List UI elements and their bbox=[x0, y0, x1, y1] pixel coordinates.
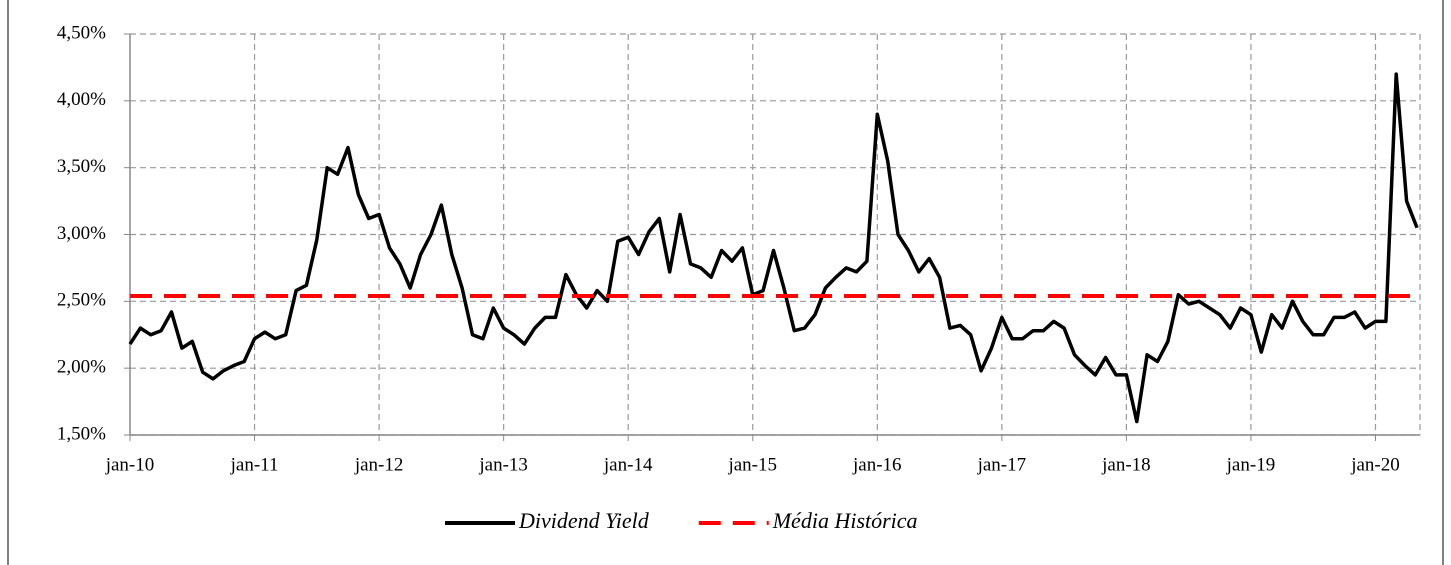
y-tick-label: 2,00% bbox=[57, 357, 106, 378]
x-tick-label: jan-14 bbox=[603, 454, 653, 475]
y-tick-label: 2,50% bbox=[57, 290, 106, 311]
x-tick-label: jan-10 bbox=[105, 454, 155, 475]
x-tick-label: jan-20 bbox=[1350, 454, 1400, 475]
x-tick-label: jan-13 bbox=[478, 454, 528, 475]
x-tick-label: jan-17 bbox=[977, 454, 1027, 475]
x-tick-label: jan-15 bbox=[727, 454, 777, 475]
y-tick-label: 3,50% bbox=[57, 156, 106, 177]
y-tick-label: 3,00% bbox=[57, 223, 106, 244]
y-tick-label: 1,50% bbox=[57, 423, 106, 444]
x-tick-label: jan-18 bbox=[1101, 454, 1151, 475]
legend-label: Média Histórica bbox=[772, 508, 918, 533]
y-tick-label: 4,00% bbox=[57, 89, 106, 110]
y-tick-label: 4,50% bbox=[57, 22, 106, 43]
x-tick-label: jan-11 bbox=[230, 454, 279, 475]
x-tick-label: jan-12 bbox=[354, 454, 404, 475]
legend-label: Dividend Yield bbox=[518, 508, 650, 533]
x-tick-label: jan-16 bbox=[852, 454, 902, 475]
data-line bbox=[128, 72, 1419, 424]
x-tick-label: jan-19 bbox=[1226, 454, 1276, 475]
